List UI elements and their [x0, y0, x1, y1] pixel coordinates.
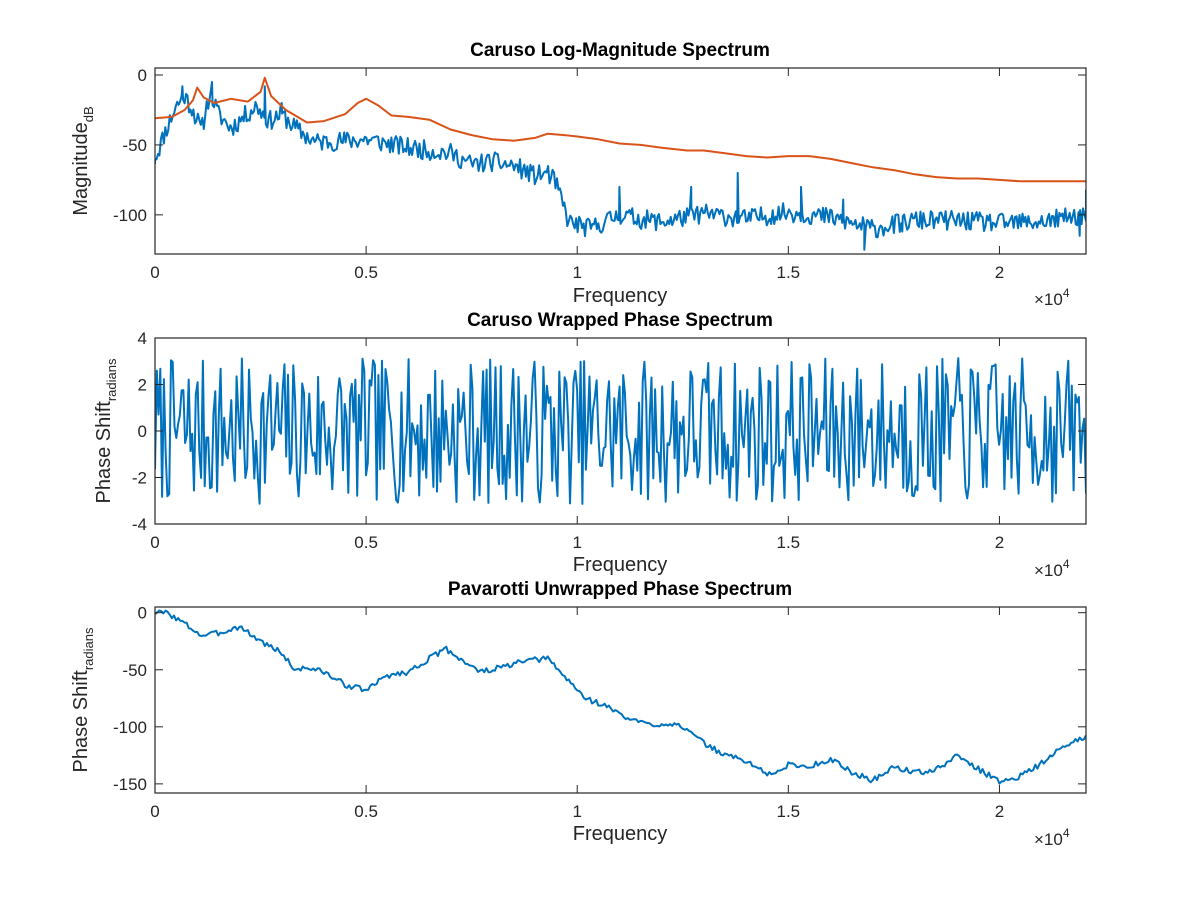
unwrapped-phase-ticks: 0 0.5 1 1.5 2 0 -50 -100 -150: [113, 604, 1086, 821]
series-line-primary: [155, 609, 1086, 785]
wrapped-phase-panel: Caruso Wrapped Phase Spectrum 0 0.5 1 1.5 2 4…: [93, 310, 1087, 580]
magnitude-axes-box: [154, 67, 1087, 255]
y-tick-label: -100: [113, 718, 147, 737]
series-line-secondary: [155, 76, 1086, 183]
unwrapped-phase-x-multiplier: ×104: [1034, 826, 1070, 849]
x-tick-label: 1: [572, 533, 581, 552]
x-tick-label: 1.5: [777, 533, 801, 552]
x-tick-label: 0.5: [354, 263, 378, 282]
magnitude-plot-area: [155, 76, 1086, 251]
x-tick-label: 2: [995, 802, 1004, 821]
x-tick-label: 1: [572, 263, 581, 282]
y-tick-label: 0: [138, 604, 147, 623]
x-tick-label: 2: [995, 533, 1004, 552]
x-tick-label: 2: [995, 263, 1004, 282]
wrapped-phase-plot-area: [155, 357, 1086, 505]
x-tick-label: 1: [572, 802, 581, 821]
magnitude-ticks: 0 0.5 1 1.5 2 0 -50 -100: [113, 66, 1086, 282]
x-tick-label: 1.5: [777, 263, 801, 282]
y-tick-label: 2: [138, 376, 147, 395]
y-tick-label: -150: [113, 775, 147, 794]
magnitude-title: Caruso Log-Magnitude Spectrum: [470, 40, 770, 61]
magnitude-x-multiplier: ×104: [1034, 286, 1070, 309]
unwrapped-phase-axes-box: [154, 606, 1087, 794]
wrapped-phase-ticks: 0 0.5 1 1.5 2 4 2 0 -2 -4: [132, 329, 1086, 552]
magnitude-xlabel: Frequency: [573, 285, 668, 307]
x-tick-label: 1.5: [777, 802, 801, 821]
wrapped-phase-xlabel: Frequency: [573, 554, 668, 576]
y-tick-label: 4: [138, 329, 147, 348]
x-tick-label: 0: [150, 263, 159, 282]
unwrapped-phase-xlabel: Frequency: [573, 823, 668, 845]
magnitude-ylabel: MagnitudedB: [70, 106, 96, 215]
magnitude-panel: Caruso Log-Magnitude Spectrum 0 0.5 1 1.5 20…: [70, 40, 1087, 309]
series-line-primary: [155, 81, 1086, 251]
unwrapped-phase-panel: Pavarotti Unwrapped Phase Spectrum 0 0.5 1…: [70, 579, 1087, 849]
wrapped-phase-title: Caruso Wrapped Phase Spectrum: [467, 310, 773, 331]
unwrapped-phase-ylabel: Phase Shiftradians: [70, 627, 96, 772]
wrapped-phase-x-multiplier: ×104: [1034, 557, 1070, 580]
x-tick-label: 0.5: [354, 802, 378, 821]
y-tick-label: -50: [122, 661, 147, 680]
unwrapped-phase-title: Pavarotti Unwrapped Phase Spectrum: [448, 579, 792, 600]
y-tick-label: -2: [132, 469, 147, 488]
x-tick-label: 0: [150, 533, 159, 552]
y-tick-label: 0: [138, 422, 147, 441]
y-tick-label: 0: [138, 66, 147, 85]
series-line-primary: [155, 357, 1086, 505]
wrapped-phase-ylabel: Phase Shiftradians: [93, 358, 119, 503]
y-tick-label: -100: [113, 206, 147, 225]
x-tick-label: 0.5: [354, 533, 378, 552]
x-tick-label: 0: [150, 802, 159, 821]
y-tick-label: -50: [122, 136, 147, 155]
unwrapped-phase-plot-area: [155, 609, 1086, 785]
y-tick-label: -4: [132, 515, 147, 534]
